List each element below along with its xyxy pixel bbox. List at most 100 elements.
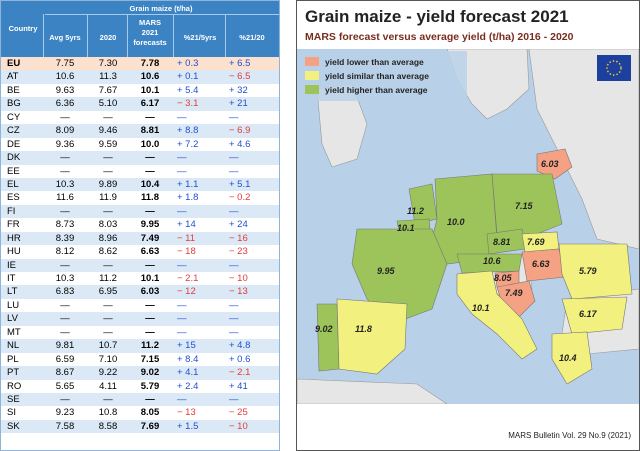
d20-cell: — [229,152,239,164]
header-d5: %21/5yrs [183,33,217,42]
avg-cell: 10.6 [55,71,75,83]
d20-cell: − 6.9 [229,125,251,137]
legend-similar-swatch [305,71,319,80]
country-cell: MT [7,326,21,338]
y2020-cell: 8.58 [98,420,118,432]
value-pl: 7.15 [515,201,534,211]
table-row: IT 10.3 11.2 10.1 − 2.1 − 10 [1,272,279,285]
value-at: 10.6 [483,256,502,266]
country-cell: FR [7,219,20,231]
mars-cell: 7.78 [140,58,160,69]
table-row: LT 6.83 6.95 6.03 − 12 − 13 [1,285,279,299]
d5-cell: − 13 [177,407,196,419]
mars-cell: 7.69 [140,420,160,432]
d20-cell: + 21 [229,98,248,110]
avg-cell: 11.6 [56,192,74,204]
d20-cell: − 16 [229,232,248,244]
d20-cell: + 4.8 [229,340,251,352]
avg-cell: 6.83 [55,286,75,298]
map-footer: MARS Bulletin Vol. 29 No.9 (2021) [508,431,631,440]
d20-cell: − 6.5 [229,71,251,83]
y2020-cell: 9.22 [98,367,118,379]
avg-cell: — [60,205,70,217]
y2020-cell: — [103,259,113,271]
d20-cell: — [229,313,239,325]
y2020-cell: 10.7 [98,340,118,352]
avg-cell: 7.75 [55,58,75,69]
d20-cell: + 41 [229,380,248,392]
y2020-cell: — [103,165,113,177]
table-row: BG 6.36 5.10 6.17 − 3.1 + 21 [1,97,279,111]
d5-cell: + 1.5 [177,420,199,432]
table-row: ES 11.6 11.9 11.8 + 1.8 − 0.2 [1,191,279,204]
mars-cell: 10.4 [140,178,160,190]
mars-cell: 11.8 [141,192,159,204]
country-cell: HR [7,232,21,244]
value-fr: 9.95 [377,266,396,276]
mars-cell: 7.15 [140,353,160,365]
y2020-cell: 10.8 [98,407,118,419]
country-cell: FI [7,205,16,217]
table-row: RO 5.65 4.11 5.79 + 2.4 + 41 [1,380,279,393]
table-row: EU 7.75 7.30 7.78 + 0.3 + 6.5 [1,57,279,71]
value-es: 11.8 [355,324,372,334]
table-row: MT — — — — — [1,326,279,339]
d5-cell: − 12 [177,286,196,298]
d20-cell: − 2.1 [229,367,251,379]
value-nl: 11.2 [407,206,424,216]
table-row: AT 10.6 11.3 10.6 + 0.1 − 6.5 [1,70,279,84]
country-cell: DK [7,152,21,164]
y2020-cell: 6.95 [98,286,118,298]
value-it: 10.1 [472,303,490,313]
mars-cell: 5.79 [140,380,160,392]
table-row: CY — — — — — [1,111,279,124]
country-cell: LV [7,313,18,325]
table-body: EU 7.75 7.30 7.78 + 0.3 + 6.5 AT 10.6 11.3 10.6 + … [1,57,279,434]
header-avg: Avg 5yrs [49,33,81,42]
value-sk: 7.69 [527,237,545,247]
d20-cell: − 23 [229,246,248,258]
avg-cell: 9.23 [55,407,75,419]
d5-cell: + 0.1 [177,71,199,83]
d5-cell: + 5.4 [177,84,199,96]
legend-lower-swatch [305,57,319,66]
country-bg [561,296,628,335]
value-cz: 8.81 [493,237,511,247]
table-header: Country Grain maize (t/ha) Avg 5yrs 2020… [1,1,279,57]
country-el [551,331,593,385]
country-cell: EL [7,178,19,190]
mars-cell: — [145,393,155,405]
country-pl [491,173,563,235]
country-cell: PT [7,367,20,379]
mars-cell: 6.17 [140,98,160,110]
y2020-cell: 9.89 [98,178,118,190]
d5-cell: − 11 [177,232,196,244]
y2020-cell: — [103,111,113,123]
d5-cell: + 8.4 [177,353,199,365]
d5-cell: + 15 [177,340,196,352]
value-pt: 9.02 [315,324,333,334]
d20-cell: — [229,111,239,123]
table-row: FR 8.73 8.03 9.95 + 14 + 24 [1,218,279,231]
country-cell: BG [7,98,21,110]
avg-cell: — [60,299,70,311]
country-cell: IT [7,273,16,284]
d20-cell: − 10 [229,273,248,284]
y2020-cell: 11.3 [99,71,117,83]
header-mars-2: 2021 [141,28,159,37]
country-cell: PL [7,353,19,365]
d20-cell: — [229,205,239,217]
value-si: 8.05 [494,273,513,283]
mars-cell: 11.2 [141,340,159,352]
y2020-cell: 9.59 [98,138,118,150]
table-row: SK 7.58 8.58 7.69 + 1.5 − 10 [1,419,279,434]
country-cell: CZ [7,125,20,137]
y2020-cell: 11.2 [99,273,117,284]
d5-cell: — [177,205,187,217]
avg-cell: 5.65 [55,380,75,392]
y2020-cell: 8.03 [98,219,118,231]
mars-cell: 10.1 [140,84,160,96]
mars-cell: — [145,111,155,123]
d5-cell: — [177,393,187,405]
table-row: PL 6.59 7.10 7.15 + 8.4 + 0.6 [1,353,279,366]
